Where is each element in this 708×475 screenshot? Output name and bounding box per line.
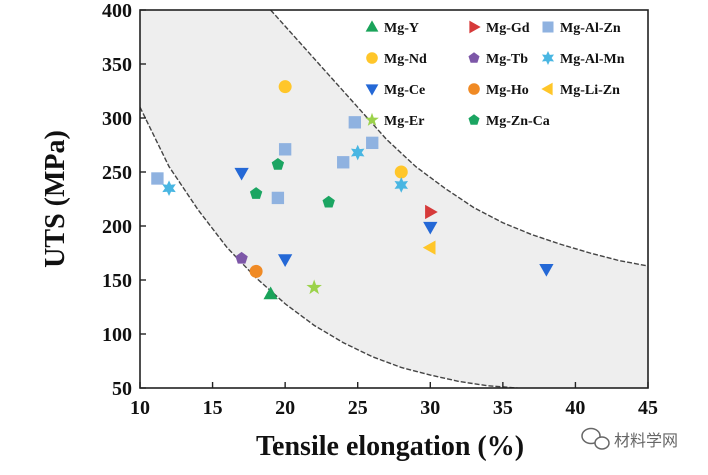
x-tick-label: 25 (348, 397, 368, 419)
legend-label-mg-nd: Mg-Nd (384, 52, 427, 67)
upper-bound-curve (270, 10, 648, 267)
y-tick-label: 350 (102, 54, 132, 76)
legend-label-mg-zn-ca: Mg-Zn-Ca (486, 114, 550, 129)
legend-label-mg-al-zn: Mg-Al-Zn (560, 21, 621, 36)
point-mg-zn-ca (322, 195, 335, 208)
x-tick-label: 35 (493, 397, 513, 419)
point-mg-al-mn (394, 177, 409, 193)
plot-frame (139, 9, 649, 389)
watermark-text: 材料学网 (614, 431, 678, 450)
y-tick-label: 50 (112, 378, 132, 400)
point-mg-nd (394, 165, 408, 179)
y-tick-label: 200 (102, 216, 132, 238)
point-mg-y (263, 286, 278, 300)
y-tick-label: 300 (102, 108, 132, 130)
y-tick-label: 400 (102, 0, 132, 22)
x-tick-label: 10 (130, 397, 150, 419)
legend-label-mg-tb: Mg-Tb (486, 52, 528, 67)
point-mg-ho (249, 264, 263, 278)
legend-marker-mg-ho (468, 83, 480, 95)
x-tick-label: 45 (638, 397, 658, 419)
x-tick-label: 15 (203, 397, 223, 419)
data-points (151, 80, 554, 300)
x-axis-title: Tensile elongation (%) (256, 431, 524, 462)
point-mg-al-zn (151, 172, 164, 185)
legend-marker-mg-al-mn (541, 51, 555, 65)
point-mg-ce (423, 221, 438, 235)
legend-label-mg-ho: Mg-Ho (486, 83, 529, 98)
legend-label-mg-li-zn: Mg-Li-Zn (560, 83, 620, 98)
point-mg-al-zn (366, 136, 379, 150)
legend-marker-mg-y (365, 20, 379, 32)
lower-bound-curve (140, 106, 518, 388)
x-axis: 10 15 20 25 30 35 40 45 (130, 382, 658, 419)
point-mg-ce (277, 254, 293, 267)
legend-label-mg-y: Mg-Y (384, 21, 419, 36)
x-tick-label: 20 (275, 397, 295, 419)
point-mg-tb (235, 251, 248, 264)
wechat-icon (581, 427, 610, 450)
point-mg-al-zn (271, 191, 285, 205)
band-group (140, 10, 648, 388)
point-mg-al-zn (337, 156, 350, 169)
point-mg-gd (425, 204, 438, 220)
y-tick-label: 250 (102, 162, 132, 184)
watermark: 材料学网 (581, 427, 678, 450)
legend-marker-mg-er (365, 112, 379, 126)
y-axis: 50 100 150 200 250 300 350 400 (102, 0, 146, 400)
legend-marker-mg-li-zn (541, 82, 553, 96)
legend-label-mg-er: Mg-Er (384, 114, 424, 129)
legend: Mg-Y Mg-Gd Mg-Al-Zn Mg-Nd Mg-Tb Mg-Al-Mn Mg-Ce… (365, 20, 625, 129)
legend-label-mg-ce: Mg-Ce (384, 83, 425, 98)
legend-marker-mg-zn-ca (468, 114, 480, 125)
legend-label-mg-gd: Mg-Gd (486, 21, 530, 36)
shaded-region (140, 10, 648, 388)
point-mg-al-mn (162, 180, 176, 196)
y-tick-label: 100 (102, 324, 132, 346)
legend-marker-mg-nd (366, 52, 378, 64)
legend-label-mg-al-mn: Mg-Al-Mn (560, 52, 625, 67)
point-mg-al-zn (278, 143, 292, 156)
point-mg-er (306, 279, 322, 295)
y-tick-label: 150 (102, 270, 132, 292)
legend-marker-mg-al-zn (542, 21, 554, 33)
legend-marker-mg-tb (468, 52, 480, 63)
point-mg-li-zn (422, 240, 436, 255)
legend-marker-mg-ce (365, 84, 379, 96)
point-mg-zn-ca (249, 187, 263, 199)
point-mg-ce (234, 167, 249, 181)
point-mg-nd (278, 80, 292, 94)
shaded-band-layer (140, 10, 648, 388)
x-tick-label: 30 (420, 397, 440, 419)
x-tick-label: 40 (565, 397, 585, 419)
legend-marker-mg-gd (469, 20, 481, 34)
point-mg-al-mn (350, 144, 365, 161)
point-mg-al-zn (348, 116, 361, 129)
point-mg-ce (539, 264, 554, 277)
y-axis-title: UTS (MPa) (40, 130, 71, 268)
point-mg-zn-ca (271, 157, 285, 170)
